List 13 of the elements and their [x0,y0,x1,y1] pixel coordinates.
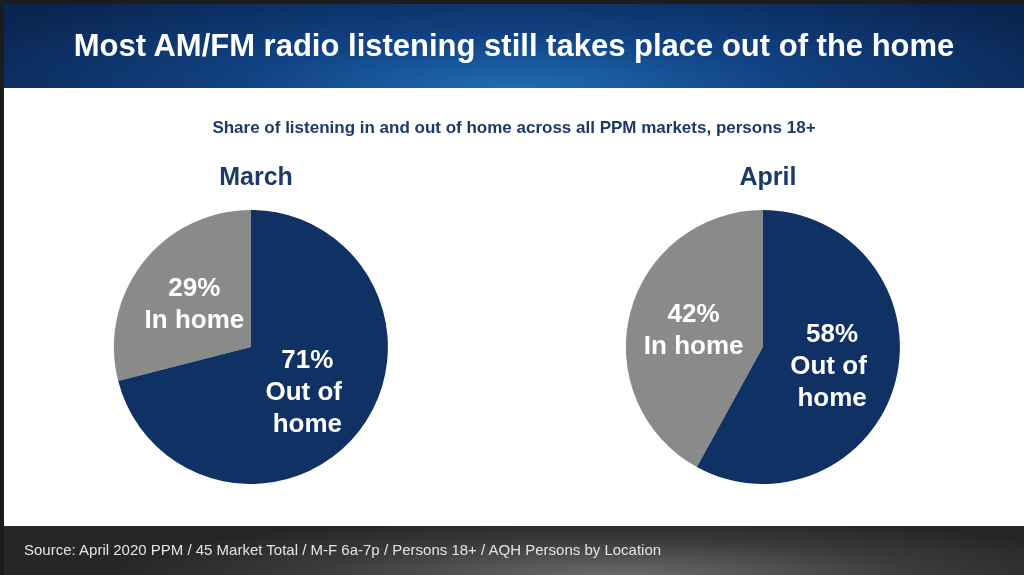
chart-title: April [739,161,797,190]
data-label: 71% [281,343,334,374]
slice-label: In home [144,304,245,335]
text: Most AM/FM radio listening still takes place out of the home [73,28,955,64]
text: Share of listening in and out of home across all PPM markets, persons 18+ [212,118,816,137]
chart-title: March [219,161,293,190]
source-note: Source: April 2020 PPM / 45 Market Total / M-F 6a-7p / Persons 18+ / AQH Persons by Location [24,541,662,558]
slice-label: Out of home [265,375,350,438]
data-label: 42% [667,298,720,329]
data-label: 29% [168,272,221,303]
slice-label: In home [643,330,744,361]
data-label: 58% [806,317,859,348]
slice-label: Out of home [790,349,875,412]
